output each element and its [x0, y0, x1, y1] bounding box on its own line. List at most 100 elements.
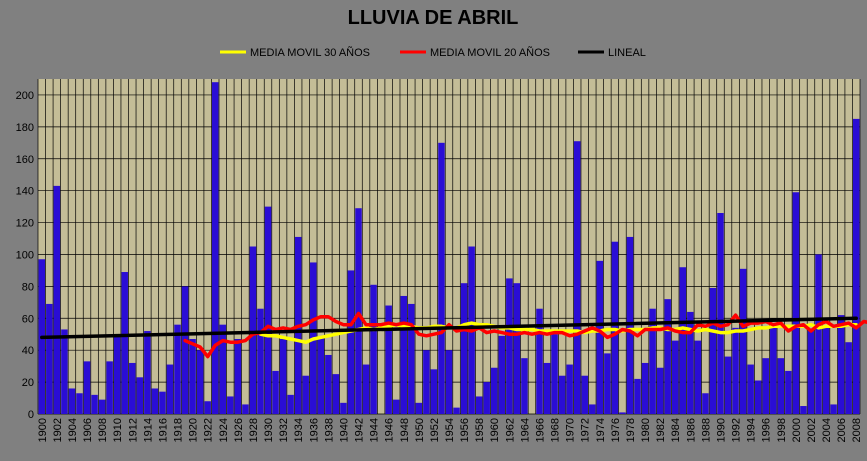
x-tick-label: 1994 — [746, 418, 758, 442]
x-tick-label: 1904 — [67, 418, 79, 442]
y-tick-label: 0 — [28, 409, 34, 421]
y-axis: 0 20 40 60 80 100 120 140 160 180 200 — [16, 90, 34, 421]
bar-1941 — [347, 270, 355, 414]
bar-1996 — [762, 358, 769, 414]
bar-1967 — [543, 362, 551, 414]
bar-1925 — [227, 396, 234, 414]
bar-1943 — [362, 364, 370, 414]
y-tick-label: 200 — [16, 90, 34, 102]
bar-1906 — [83, 361, 91, 414]
bar-2003 — [815, 254, 822, 414]
bar-1909 — [106, 361, 113, 414]
x-tick-label: 2002 — [806, 418, 818, 442]
x-tick-label: 1988 — [700, 418, 712, 442]
bar-1975 — [604, 353, 611, 414]
bar-1929 — [257, 308, 264, 414]
x-tick-label: 1934 — [293, 418, 305, 442]
bar-1978 — [626, 236, 634, 414]
bar-1920 — [189, 339, 196, 414]
bar-1950 — [415, 402, 423, 414]
bar-1969 — [558, 375, 566, 414]
bar-1937 — [317, 337, 325, 414]
series-line-lineal — [40, 316, 858, 340]
y-tick-label: 60 — [22, 313, 34, 325]
y-tick-label: 160 — [16, 154, 34, 166]
bar-1933 — [287, 394, 294, 414]
x-axis: 1900 1902 1904 1906 1908 1910 1912 1914 1916 1918… — [37, 418, 863, 442]
y-tick-label: 140 — [16, 186, 34, 198]
bar-1940 — [340, 402, 347, 414]
bar-1970 — [566, 364, 573, 414]
series-line-media-movil-20-a-os — [183, 311, 867, 359]
bar-1911 — [121, 272, 128, 414]
x-tick-label: 1974 — [595, 418, 607, 442]
bar-1926 — [234, 339, 242, 414]
bar-1930 — [264, 206, 272, 414]
bar-1989 — [709, 287, 717, 414]
x-tick-label: 1954 — [444, 418, 456, 442]
bar-2002 — [807, 329, 815, 414]
bar-1948 — [400, 295, 407, 414]
bar-1922 — [204, 401, 211, 414]
bar-1902 — [53, 185, 61, 414]
bar-2008 — [852, 118, 860, 414]
bar-1912 — [129, 362, 136, 414]
x-tick-label: 1936 — [308, 418, 320, 442]
bar-1903 — [61, 329, 68, 414]
x-tick-label: 1990 — [715, 418, 727, 442]
bar-1968 — [551, 334, 558, 414]
bar-1973 — [589, 404, 596, 414]
x-tick-label: 1980 — [640, 418, 652, 442]
bar-1988 — [702, 393, 709, 414]
bar-1952 — [430, 369, 438, 414]
bar-1964 — [521, 358, 528, 414]
bar-1928 — [249, 246, 257, 414]
line-series — [40, 311, 867, 359]
x-tick-label: 1906 — [82, 418, 94, 442]
bar-1985 — [679, 267, 687, 414]
x-tick-label: 1932 — [278, 418, 290, 442]
bar-2004 — [822, 326, 830, 414]
x-tick-label: 2000 — [791, 418, 803, 442]
gridlines — [37, 79, 861, 415]
bar-1979 — [634, 378, 641, 414]
x-tick-label: 1902 — [52, 418, 64, 442]
y-tick-label: 180 — [16, 122, 34, 134]
bar-1907 — [91, 394, 98, 414]
y-tick-label: 40 — [22, 345, 34, 357]
bar-1955 — [453, 407, 460, 414]
bar-1993 — [739, 268, 747, 414]
x-tick-label: 1956 — [459, 418, 471, 442]
bar-2001 — [800, 406, 807, 414]
bar-1959 — [483, 382, 490, 414]
x-tick-label: 1912 — [127, 418, 139, 442]
bar-1918 — [174, 324, 181, 414]
bar-1958 — [475, 396, 483, 414]
x-tick-label: 1966 — [534, 418, 546, 442]
x-tick-label: 1952 — [429, 418, 441, 442]
bar-1954 — [445, 350, 453, 414]
y-tick-label: 80 — [22, 281, 34, 293]
legend-label-media-30: MEDIA MOVIL 30 AÑOS — [250, 46, 370, 59]
bar-1927 — [242, 404, 249, 414]
x-tick-label: 1930 — [263, 418, 275, 442]
x-tick-label: 1978 — [625, 418, 637, 442]
x-tick-label: 1922 — [203, 418, 215, 442]
bar-1939 — [332, 374, 340, 414]
bar-1986 — [687, 311, 694, 414]
bar-1984 — [671, 340, 679, 414]
x-tick-label: 1958 — [474, 418, 486, 442]
bar-1998 — [777, 358, 785, 414]
bar-1999 — [785, 370, 792, 414]
bar-1960 — [491, 367, 498, 414]
bar-1962 — [506, 278, 513, 414]
legend: MEDIA MOVIL 30 AÑOS MEDIA MOVIL 20 AÑOS … — [220, 46, 646, 59]
bar-1994 — [747, 364, 754, 414]
y-tick-label: 120 — [16, 218, 34, 230]
x-tick-label: 1998 — [776, 418, 788, 442]
bar-1917 — [166, 364, 174, 414]
x-tick-label: 1964 — [519, 418, 531, 442]
x-tick-label: 1982 — [655, 418, 667, 442]
bar-1921 — [196, 350, 204, 414]
